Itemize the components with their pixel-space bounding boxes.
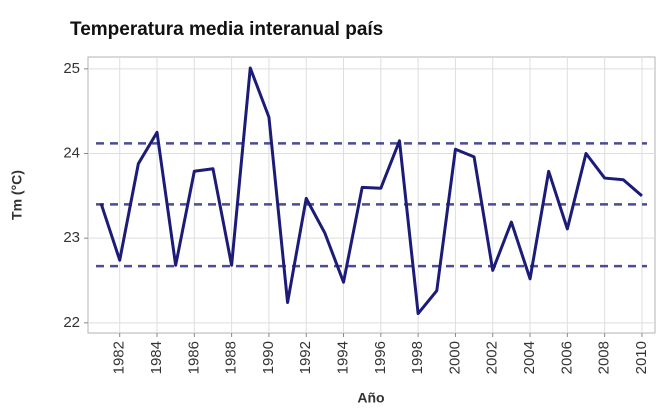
y-tick-label: 25 — [63, 60, 80, 77]
y-tick-label: 24 — [63, 144, 80, 161]
y-tick-label: 23 — [63, 229, 80, 246]
y-axis-label: Tm (°C) — [9, 170, 25, 220]
x-tick-label: 2008 — [596, 341, 613, 374]
x-tick-label: 2000 — [446, 341, 463, 374]
x-axis-label: Año — [357, 390, 384, 406]
data-line — [99, 66, 643, 316]
x-tick-label: 1988 — [223, 341, 240, 374]
x-tick-label: 1994 — [334, 341, 351, 374]
x-tick-label: 1996 — [372, 341, 389, 374]
x-tick-label: 1984 — [148, 341, 165, 374]
y-tick-label: 22 — [63, 314, 80, 331]
chart-title: Temperatura media interanual país — [70, 19, 383, 40]
x-tick-label: 1986 — [185, 341, 202, 374]
x-tick-label: 1998 — [409, 341, 426, 374]
x-tick-label: 1990 — [260, 341, 277, 374]
x-tick-label: 2004 — [521, 341, 538, 374]
x-tick-label: 2002 — [484, 341, 501, 374]
x-tick-label: 2010 — [633, 341, 650, 374]
x-tick-label: 2006 — [558, 341, 575, 374]
x-tick-label: 1992 — [297, 341, 314, 374]
x-tick-label: 1982 — [111, 341, 128, 374]
plot-panel — [87, 56, 656, 334]
